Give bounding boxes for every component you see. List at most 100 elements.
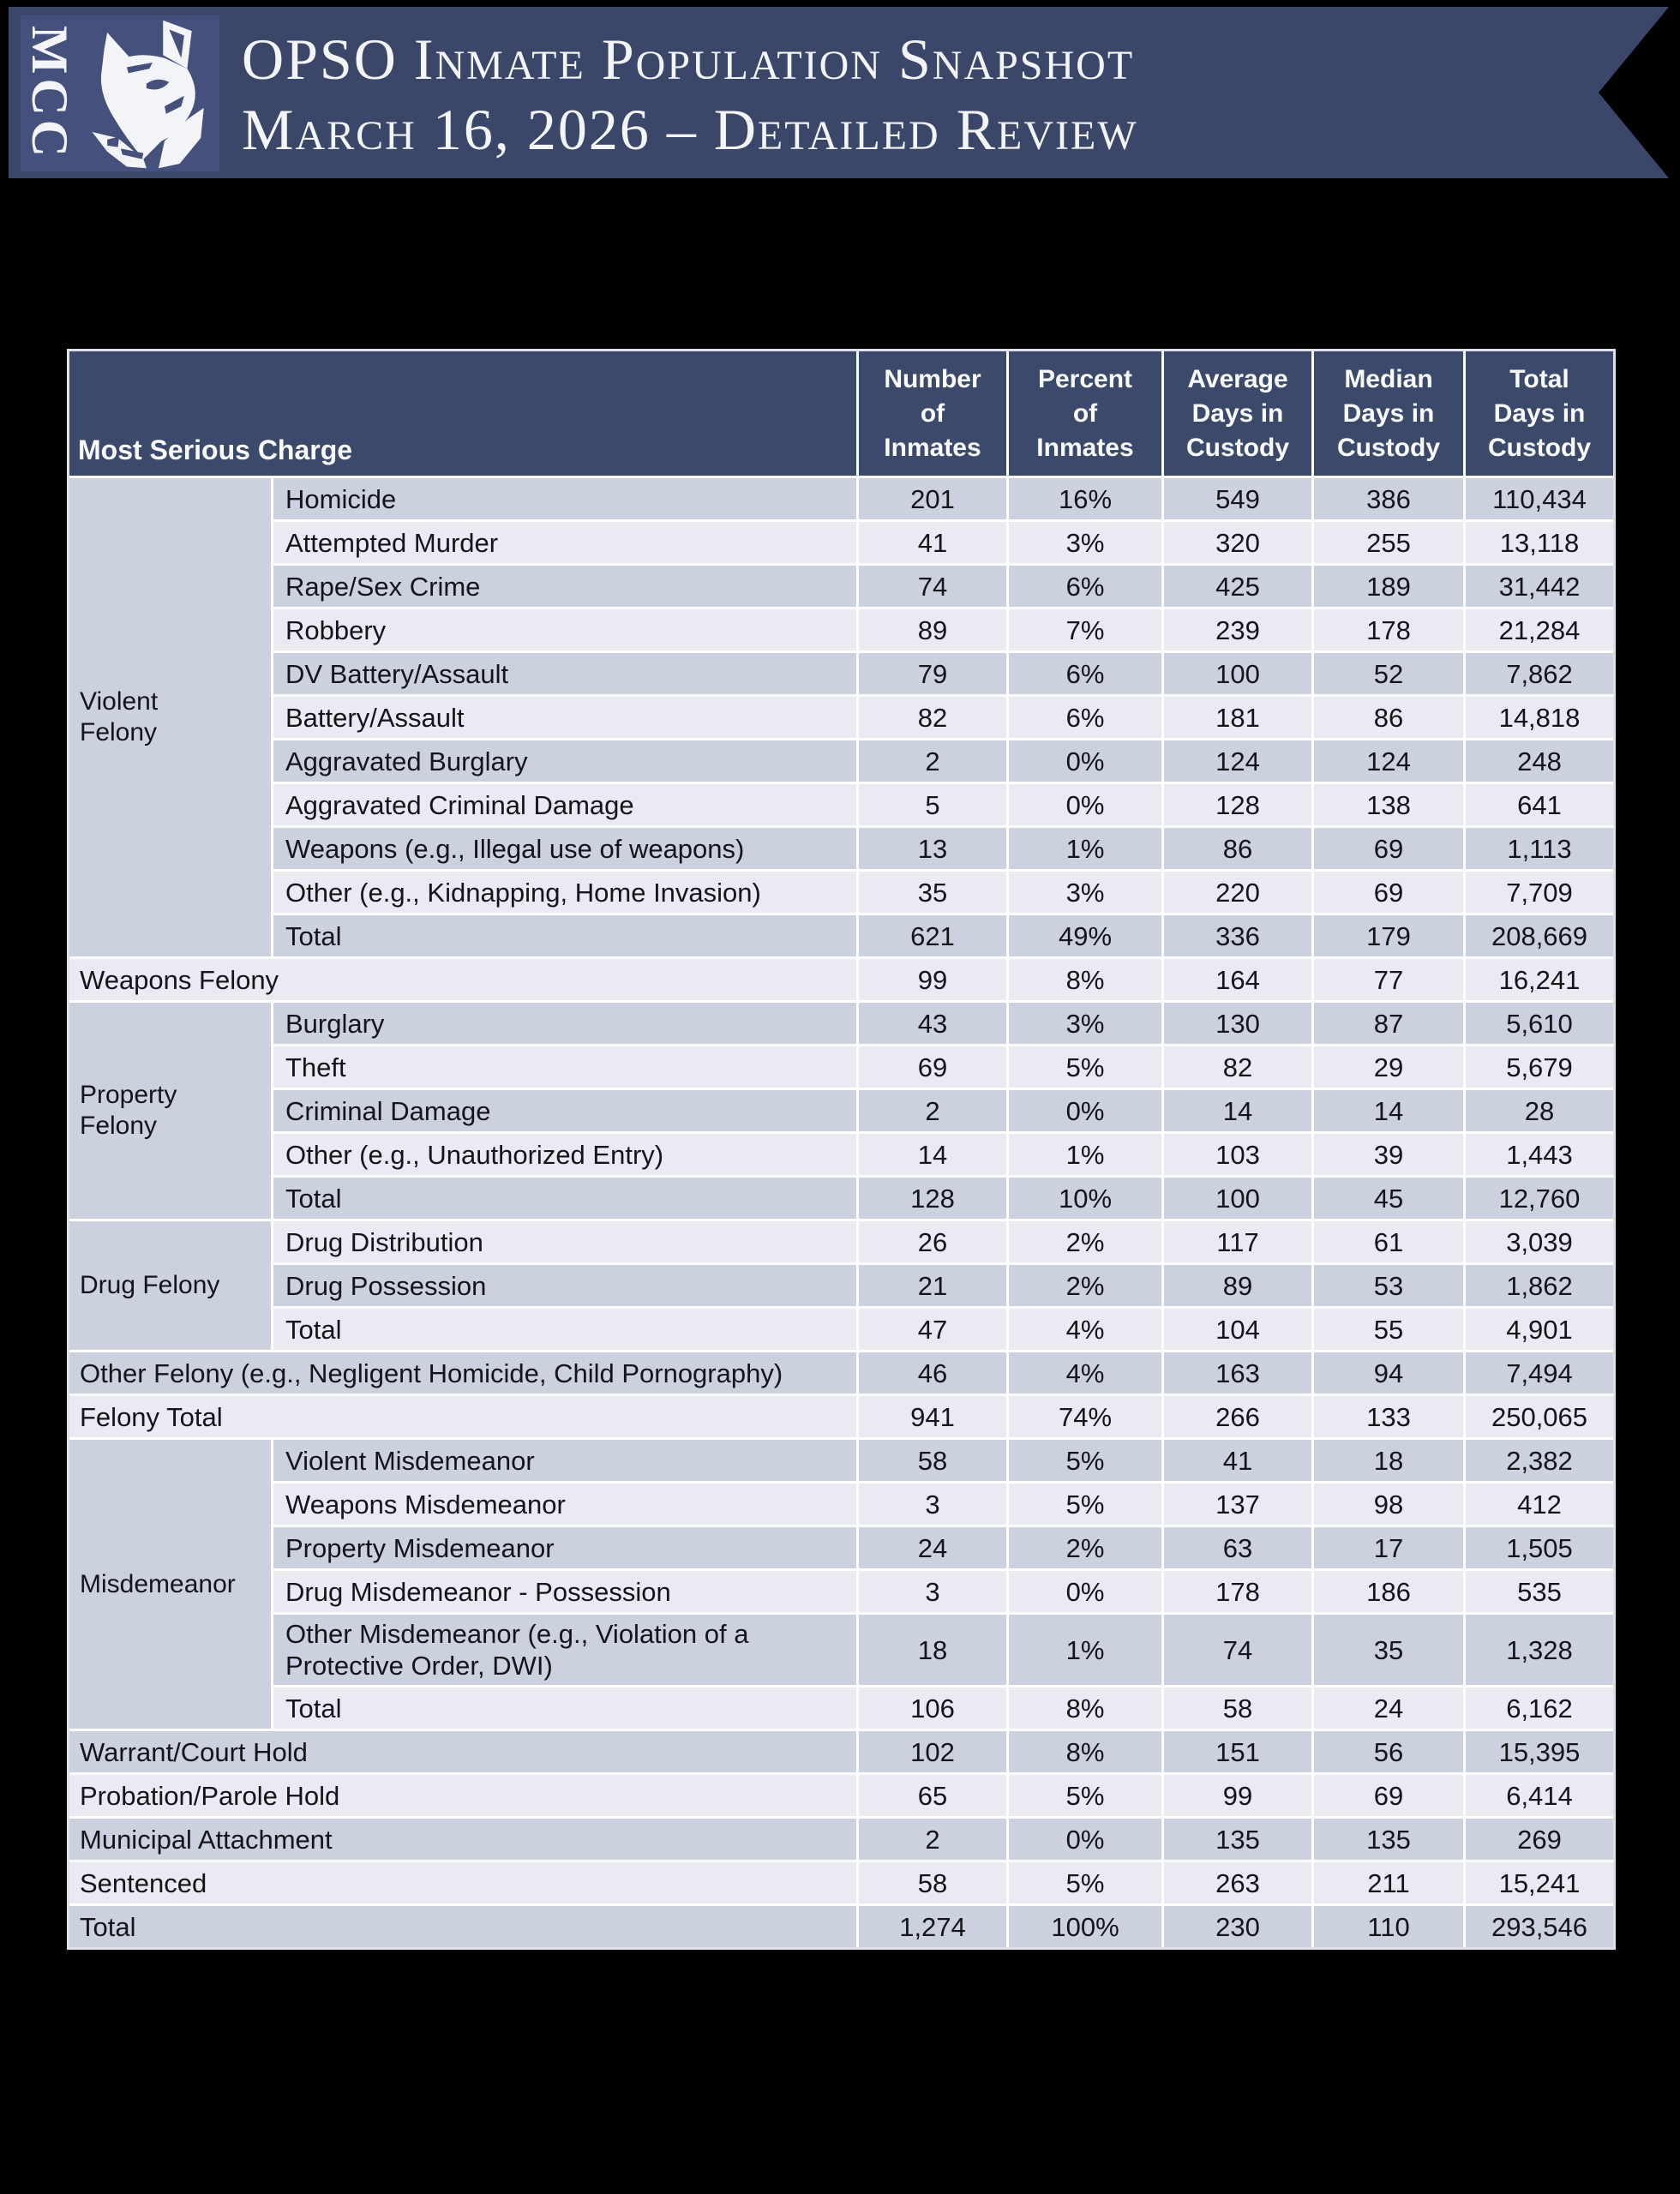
- value-cell: 69: [1314, 872, 1463, 913]
- value-cell: 77: [1314, 959, 1463, 1000]
- value-cell: 21,284: [1466, 609, 1613, 650]
- charge-cell: Total: [273, 1178, 856, 1219]
- value-cell: 17: [1314, 1527, 1463, 1568]
- value-cell: 1,505: [1466, 1527, 1613, 1568]
- charge-cell: Violent Misdemeanor: [273, 1440, 856, 1481]
- value-cell: 178: [1164, 1571, 1311, 1612]
- charge-cell: Weapons (e.g., Illegal use of weapons): [273, 828, 856, 869]
- value-cell: 41: [1164, 1440, 1311, 1481]
- column-header-metric: Percent of Inmates: [1009, 351, 1161, 476]
- value-cell: 14: [1314, 1090, 1463, 1131]
- value-cell: 63: [1164, 1527, 1311, 1568]
- column-header-metric: Total Days in Custody: [1466, 351, 1613, 476]
- value-cell: 5%: [1009, 1775, 1161, 1816]
- value-cell: 117: [1164, 1221, 1311, 1262]
- value-cell: 5: [859, 784, 1006, 825]
- value-cell: 58: [1164, 1687, 1311, 1729]
- value-cell: 220: [1164, 872, 1311, 913]
- column-header-most-serious-charge: Most Serious Charge: [69, 351, 856, 476]
- value-cell: 151: [1164, 1731, 1311, 1772]
- value-cell: 106: [859, 1687, 1006, 1729]
- report-title-line2: March 16, 2026 – Detailed Review: [242, 97, 1138, 162]
- charge-cell: Criminal Damage: [273, 1090, 856, 1131]
- value-cell: 135: [1314, 1819, 1463, 1860]
- column-header-metric: Average Days in Custody: [1164, 351, 1311, 476]
- value-cell: 0%: [1009, 1090, 1161, 1131]
- value-cell: 3,039: [1466, 1221, 1613, 1262]
- value-cell: 266: [1164, 1396, 1311, 1437]
- value-cell: 69: [859, 1046, 1006, 1088]
- value-cell: 87: [1314, 1003, 1463, 1044]
- inmate-population-table: Most Serious Charge Number of Inmates Perc…: [67, 349, 1616, 1950]
- value-cell: 100: [1164, 653, 1311, 694]
- value-cell: 14,818: [1466, 697, 1613, 738]
- value-cell: 82: [1164, 1046, 1311, 1088]
- charge-cell: Other (e.g., Unauthorized Entry): [273, 1134, 856, 1175]
- value-cell: 2,382: [1466, 1440, 1613, 1481]
- charge-cell: Total: [69, 1906, 856, 1947]
- value-cell: 21: [859, 1265, 1006, 1306]
- value-cell: 6%: [1009, 653, 1161, 694]
- value-cell: 41: [859, 522, 1006, 563]
- value-cell: 18: [1314, 1440, 1463, 1481]
- value-cell: 2%: [1009, 1221, 1161, 1262]
- value-cell: 65: [859, 1775, 1006, 1816]
- value-cell: 128: [1164, 784, 1311, 825]
- value-cell: 124: [1164, 740, 1311, 782]
- value-cell: 3: [859, 1571, 1006, 1612]
- charge-cell: Drug Distribution: [273, 1221, 856, 1262]
- value-cell: 208,669: [1466, 915, 1613, 956]
- value-cell: 74: [859, 566, 1006, 607]
- value-cell: 5,610: [1466, 1003, 1613, 1044]
- value-cell: 211: [1314, 1862, 1463, 1903]
- report-title-line1: OPSO Inmate Population Snapshot: [242, 27, 1135, 92]
- value-cell: 4%: [1009, 1309, 1161, 1350]
- value-cell: 6%: [1009, 566, 1161, 607]
- value-cell: 16%: [1009, 478, 1161, 519]
- value-cell: 89: [859, 609, 1006, 650]
- charge-cell: Probation/Parole Hold: [69, 1775, 856, 1816]
- charge-cell: Attempted Murder: [273, 522, 856, 563]
- value-cell: 100%: [1009, 1906, 1161, 1947]
- value-cell: 0%: [1009, 740, 1161, 782]
- value-cell: 124: [1314, 740, 1463, 782]
- value-cell: 1,113: [1466, 828, 1613, 869]
- value-cell: 5%: [1009, 1440, 1161, 1481]
- value-cell: 49%: [1009, 915, 1161, 956]
- value-cell: 10%: [1009, 1178, 1161, 1219]
- value-cell: 8%: [1009, 959, 1161, 1000]
- value-cell: 45: [1314, 1178, 1463, 1219]
- value-cell: 58: [859, 1440, 1006, 1481]
- value-cell: 13: [859, 828, 1006, 869]
- value-cell: 201: [859, 478, 1006, 519]
- value-cell: 52: [1314, 653, 1463, 694]
- value-cell: 14: [859, 1134, 1006, 1175]
- charge-cell: Weapons Felony: [69, 959, 856, 1000]
- charge-cell: Drug Possession: [273, 1265, 856, 1306]
- value-cell: 31,442: [1466, 566, 1613, 607]
- charge-cell: Rape/Sex Crime: [273, 566, 856, 607]
- value-cell: 248: [1466, 740, 1613, 782]
- header-banner: MCC: [9, 7, 1669, 178]
- charge-cell: Homicide: [273, 478, 856, 519]
- value-cell: 86: [1164, 828, 1311, 869]
- charge-cell: Felony Total: [69, 1396, 856, 1437]
- value-cell: 621: [859, 915, 1006, 956]
- value-cell: 89: [1164, 1265, 1311, 1306]
- charge-cell: Theft: [273, 1046, 856, 1088]
- value-cell: 94: [1314, 1352, 1463, 1394]
- value-cell: 0%: [1009, 1819, 1161, 1860]
- value-cell: 18: [859, 1615, 1006, 1685]
- column-header-metric: Number of Inmates: [859, 351, 1006, 476]
- value-cell: 1%: [1009, 1134, 1161, 1175]
- value-cell: 8%: [1009, 1687, 1161, 1729]
- group-cell: Violent Felony: [69, 478, 271, 956]
- value-cell: 1,274: [859, 1906, 1006, 1947]
- charge-cell: Weapons Misdemeanor: [273, 1484, 856, 1525]
- value-cell: 6,162: [1466, 1687, 1613, 1729]
- charge-cell: Other Misdemeanor (e.g., Violation of a …: [273, 1615, 856, 1685]
- value-cell: 29: [1314, 1046, 1463, 1088]
- value-cell: 5%: [1009, 1862, 1161, 1903]
- value-cell: 255: [1314, 522, 1463, 563]
- value-cell: 5%: [1009, 1484, 1161, 1525]
